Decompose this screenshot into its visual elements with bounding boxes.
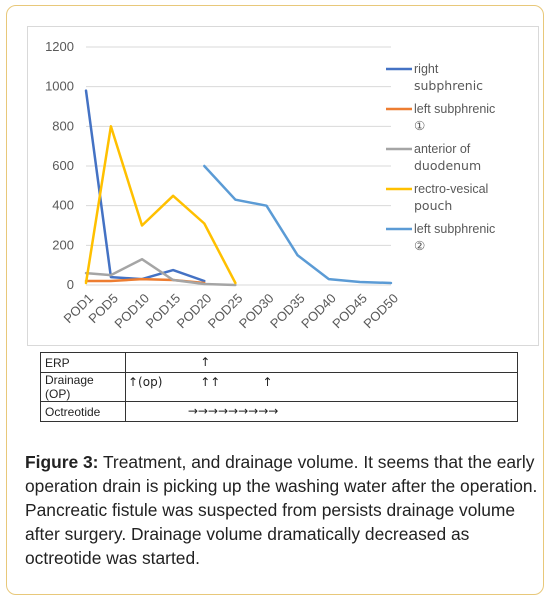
row-label: Drainage (OP) — [40, 372, 126, 402]
legend-entry: duodenum — [414, 158, 481, 173]
row-label: ERP — [40, 352, 126, 373]
series-line — [84, 257, 237, 287]
caption-text: Treatment, and drainage volume. It seems… — [25, 452, 538, 568]
legend-entry: left subphrenic — [414, 222, 495, 236]
row-marks: ↑ — [125, 352, 518, 373]
y-tick-label: 200 — [52, 237, 74, 252]
treatment-table: ERP ↑ Drainage (OP) ↑(op) ↑↑ ↑ Octreotide … — [40, 352, 518, 422]
y-tick-label: 0 — [67, 277, 74, 292]
legend-entry: right — [414, 62, 439, 76]
figure-frame: 0 200 400 600 800 1000 1200 POD1 POD5 POD10 POD15 P… — [6, 5, 544, 595]
y-tick-label: 400 — [52, 198, 74, 213]
y-tick-label: 800 — [52, 118, 74, 133]
row-marks: →→→→→→→→→ — [125, 401, 518, 422]
line-chart: 0 200 400 600 800 1000 1200 POD1 POD5 POD10 POD15 P… — [27, 26, 539, 346]
treatment-mark: ↑(op) — [128, 375, 163, 389]
legend-entry: anterior of — [414, 142, 471, 156]
legend-entry: rectro-vesical — [414, 182, 488, 196]
chart-svg: 020040060080010001200POD1POD5POD10POD15P… — [45, 39, 495, 332]
x-tick-label: POD50 — [360, 291, 401, 332]
legend-entry: left subphrenic — [414, 102, 495, 116]
y-tick-label: 1000 — [45, 79, 74, 94]
row-marks: ↑(op) ↑↑ ↑ — [125, 372, 518, 402]
legend-entry: ② — [414, 238, 425, 253]
table-row: Drainage (OP) ↑(op) ↑↑ ↑ — [40, 372, 518, 402]
treatment-mark: ↑ — [262, 375, 273, 389]
y-tick-label: 600 — [52, 158, 74, 173]
y-tick-label: 1200 — [45, 39, 74, 54]
legend-entry: pouch — [414, 198, 452, 213]
legend-entry: subphrenic — [414, 78, 483, 93]
table-row: ERP ↑ — [40, 352, 518, 373]
treatment-mark: ↑↑ — [200, 375, 221, 389]
series-line — [203, 164, 393, 285]
treatment-mark: ↑ — [200, 355, 211, 369]
figure-caption: Figure 3: Treatment, and drainage volume… — [25, 450, 541, 570]
series-line — [84, 89, 206, 283]
table-row: Octreotide →→→→→→→→→ — [40, 401, 518, 422]
series-line — [84, 125, 237, 285]
row-label: Octreotide — [40, 401, 126, 422]
caption-label: Figure 3: — [25, 452, 99, 472]
legend-entry: ① — [414, 118, 425, 133]
treatment-mark: →→→→→→→→→ — [187, 404, 279, 418]
